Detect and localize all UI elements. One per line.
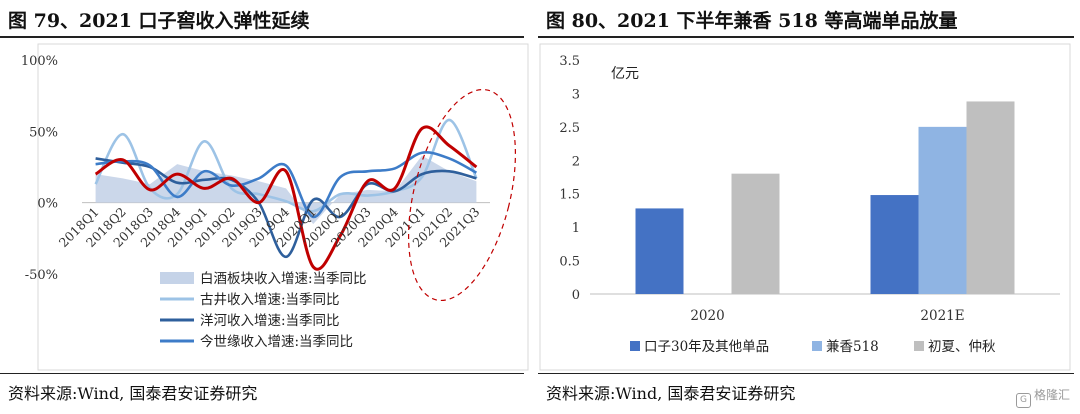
legend-swatch <box>914 341 924 351</box>
right-title-rule <box>538 36 1074 38</box>
legend-label: 白酒板块收入增速:当季同比 <box>200 271 367 287</box>
right-source-rule <box>538 373 1074 374</box>
y-tick-label: 1 <box>572 221 580 236</box>
bar <box>870 195 919 294</box>
legend-label: 今世缘收入增速:当季同比 <box>200 334 353 350</box>
line-series-yanghe <box>95 157 477 259</box>
bar <box>731 173 780 294</box>
left-source-rule <box>0 373 524 374</box>
bar <box>918 126 967 294</box>
y-tick-label: 2.5 <box>559 121 580 136</box>
left-source: 资料来源:Wind, 国泰君安证券研究 <box>8 384 258 403</box>
legend-swatch <box>160 272 194 284</box>
left-chart-title: 图 79、2021 口子窖收入弹性延续 <box>8 10 310 32</box>
watermark-text: 格隆汇 <box>1033 388 1070 402</box>
y-tick-label: 3 <box>572 87 580 102</box>
right-panel: 图 80、2021 下半年兼香 518 等高端单品放量 0 0.5 1 1.5 2 2.5… <box>538 0 1080 414</box>
legend-label: 洋河收入增速:当季同比 <box>200 313 340 329</box>
highlight-ellipse <box>407 88 517 302</box>
y-tick-label: 0% <box>37 197 58 212</box>
chart-frame <box>539 43 1071 371</box>
area-series-baijiu <box>95 155 477 225</box>
legend-label: 初夏、仲秋 <box>928 338 996 355</box>
y-tick-label: 3.5 <box>559 54 580 69</box>
chart-frame <box>37 43 529 371</box>
legend-label: 口子30年及其他单品 <box>644 339 769 355</box>
legend-swatch <box>630 341 640 351</box>
left-chart: 100%50%0%-50%2018Q12018Q22018Q32018Q4201… <box>21 43 529 371</box>
y-tick-label: 50% <box>29 125 58 140</box>
y-axis-unit: 亿元 <box>611 66 639 82</box>
x-tick-label: 2020 <box>690 308 724 324</box>
watermark: G 格隆汇 <box>1015 386 1070 408</box>
y-tick-label: 2 <box>572 154 580 169</box>
legend-swatch <box>812 341 822 351</box>
y-tick-label: 100% <box>21 54 58 69</box>
y-tick-label: 0.5 <box>559 255 580 270</box>
bar <box>635 208 684 294</box>
line-series-gujing <box>94 118 478 213</box>
y-tick-label: 0 <box>572 288 580 303</box>
line-series-jinshiyuan <box>95 151 478 219</box>
y-tick-label: 1.5 <box>559 188 580 203</box>
right-chart-title: 图 80、2021 下半年兼香 518 等高端单品放量 <box>546 10 958 32</box>
line-series-kouzijiao <box>94 125 478 271</box>
y-tick-label: -50% <box>25 268 58 283</box>
left-title-rule <box>0 36 524 38</box>
right-source: 资料来源:Wind, 国泰君安证券研究 <box>546 384 796 403</box>
bar <box>966 101 1015 294</box>
x-tick-label: 2021E <box>920 308 964 324</box>
watermark-logo-icon: G <box>1015 393 1031 408</box>
right-chart: 0 0.5 1 1.5 2 2.5 3 3.5 亿元 2020 2021E 口子30年及其他单品 兼香5… <box>539 43 1071 371</box>
left-panel: 图 79、2021 口子窖收入弹性延续 100% 50% 0% -50% 2018Q1 2… <box>0 0 530 414</box>
legend-label: 古井收入增速:当季同比 <box>200 292 340 308</box>
legend-label: 兼香518 <box>826 339 879 355</box>
